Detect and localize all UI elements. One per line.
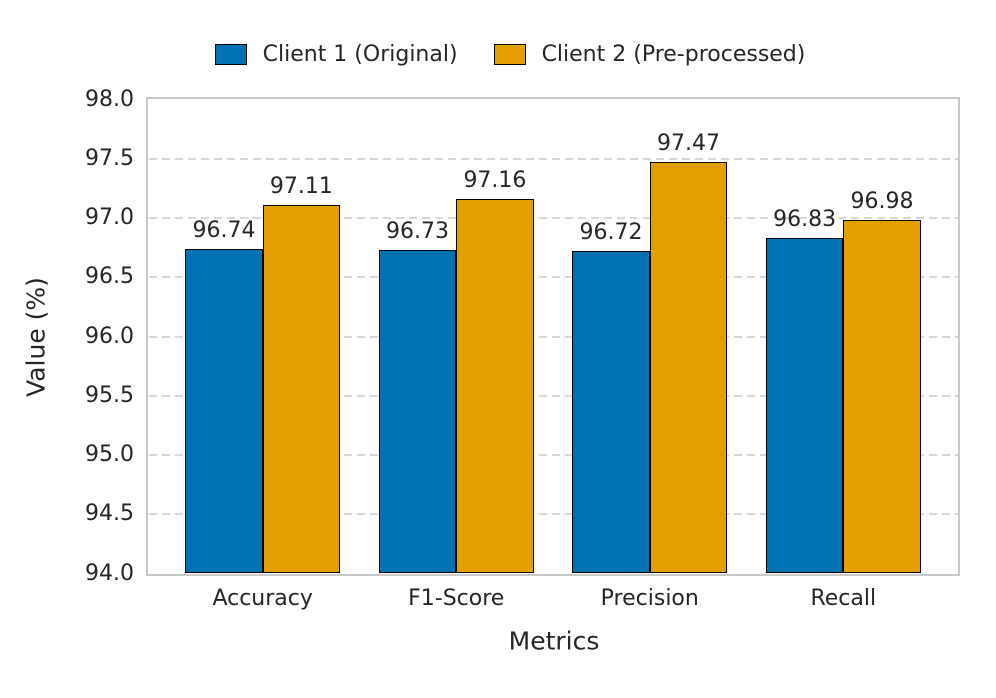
bar-value-label: 96.83	[773, 207, 837, 233]
legend-item-client-1: Client 1 (Original)	[214, 42, 458, 67]
legend-item-client-2: Client 2 (Pre-processed)	[493, 42, 806, 67]
y-gridline	[148, 276, 958, 279]
x-tick-label-accuracy: Accuracy	[212, 586, 313, 611]
y-tick-label: 95.5	[85, 382, 134, 408]
y-tick-label: 97.5	[85, 145, 134, 171]
bar-accuracy-series-2	[262, 204, 341, 574]
y-tick-label: 95.0	[85, 442, 134, 467]
y-tick-label: 97.0	[85, 205, 134, 230]
y-gridline	[148, 394, 958, 397]
y-tick-label: 98.0	[85, 86, 134, 112]
y-gridline	[148, 454, 958, 456]
chart-legend: Client 1 (Original) Client 2 (Pre-proces…	[12, 42, 996, 67]
x-tick-label-precision: Precision	[600, 586, 699, 611]
bar-value-label: 96.74	[192, 217, 256, 243]
legend-label-client-1: Client 1 (Original)	[262, 42, 458, 67]
bar-value-label: 97.47	[656, 131, 720, 157]
bar-recall-series-1	[765, 238, 844, 574]
x-axis-title: Metrics	[508, 626, 600, 656]
bar-precision-series-1	[572, 251, 650, 574]
x-tick-label-recall: Recall	[810, 586, 877, 611]
y-tick-label: 94.5	[85, 501, 134, 527]
legend-label-client-2: Client 2 (Pre-processed)	[541, 42, 806, 67]
bar-value-label: 96.98	[850, 189, 914, 215]
bar-accuracy-series-1	[185, 248, 263, 574]
bar-f1-score-series-1	[378, 249, 457, 574]
y-tick-label: 94.0	[85, 560, 134, 586]
x-tick-label-f1-score: F1-Score	[408, 586, 505, 611]
y-gridline	[148, 335, 958, 338]
bar-value-label: 96.72	[579, 220, 643, 246]
y-tick-label: 96.0	[85, 323, 134, 349]
y-tick-label: 96.5	[85, 264, 134, 290]
y-gridline	[148, 217, 958, 219]
bar-value-label: 97.11	[269, 173, 333, 199]
bar-value-label: 96.73	[386, 218, 449, 244]
bar-precision-series-2	[649, 162, 728, 574]
y-gridline	[148, 513, 958, 516]
bar-value-label: 97.16	[463, 168, 527, 194]
bar-f1-score-series-2	[456, 199, 534, 574]
legend-swatch-client-1-icon	[214, 44, 247, 65]
legend-swatch-client-2-icon	[493, 44, 526, 65]
y-gridline	[148, 157, 958, 160]
bar-recall-series-2	[843, 220, 921, 574]
